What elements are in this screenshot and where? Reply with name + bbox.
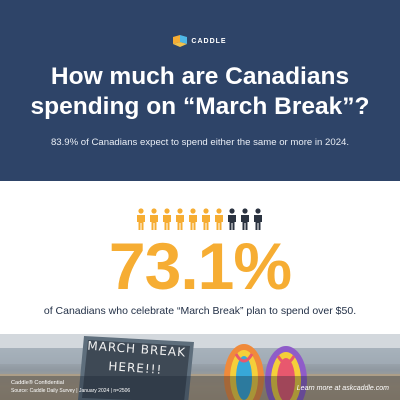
text-overlay — [0, 376, 400, 400]
sea — [0, 348, 400, 364]
people-icon-group — [137, 208, 262, 230]
header-panel: CADDLE How much are Canadians spending o… — [0, 0, 400, 181]
sign-text: MARCH BREAK HERE!!! — [85, 337, 187, 382]
brand-name: CADDLE — [191, 37, 227, 45]
page-subtitle: 83.9% of Canadians expect to spend eithe… — [50, 137, 350, 148]
brand-logo: CADDLE — [0, 35, 400, 47]
headline-stat: 73.1% — [108, 229, 292, 303]
person-icon — [176, 208, 184, 230]
person-icon — [150, 208, 158, 230]
people-icon-row — [0, 208, 400, 230]
person-icon — [202, 208, 210, 230]
beach-sandals-icon — [224, 344, 307, 400]
learn-more-link[interactable]: Learn more at askcaddle.com — [296, 385, 389, 392]
confidential-note: Caddle® Confidential — [11, 380, 64, 386]
person-icon — [189, 208, 197, 230]
person-icon — [215, 208, 223, 230]
person-icon — [163, 208, 171, 230]
person-icon — [228, 208, 236, 230]
sand — [0, 374, 400, 400]
person-icon — [254, 208, 262, 230]
person-icon — [241, 208, 249, 230]
stat-caption: of Canadians who celebrate “March Break”… — [43, 305, 357, 317]
chalk-sign-icon — [78, 336, 194, 400]
beach-photo: MARCH BREAK HERE!!! — [0, 334, 400, 400]
page-title: How much are Canadians spending on “Marc… — [30, 63, 370, 120]
caddle-logo-icon — [173, 35, 188, 47]
beach-scene — [0, 334, 400, 400]
sky — [0, 334, 400, 348]
person-icon — [137, 208, 145, 230]
source-note: Source: Caddle Daily Survey | January 20… — [11, 388, 131, 394]
